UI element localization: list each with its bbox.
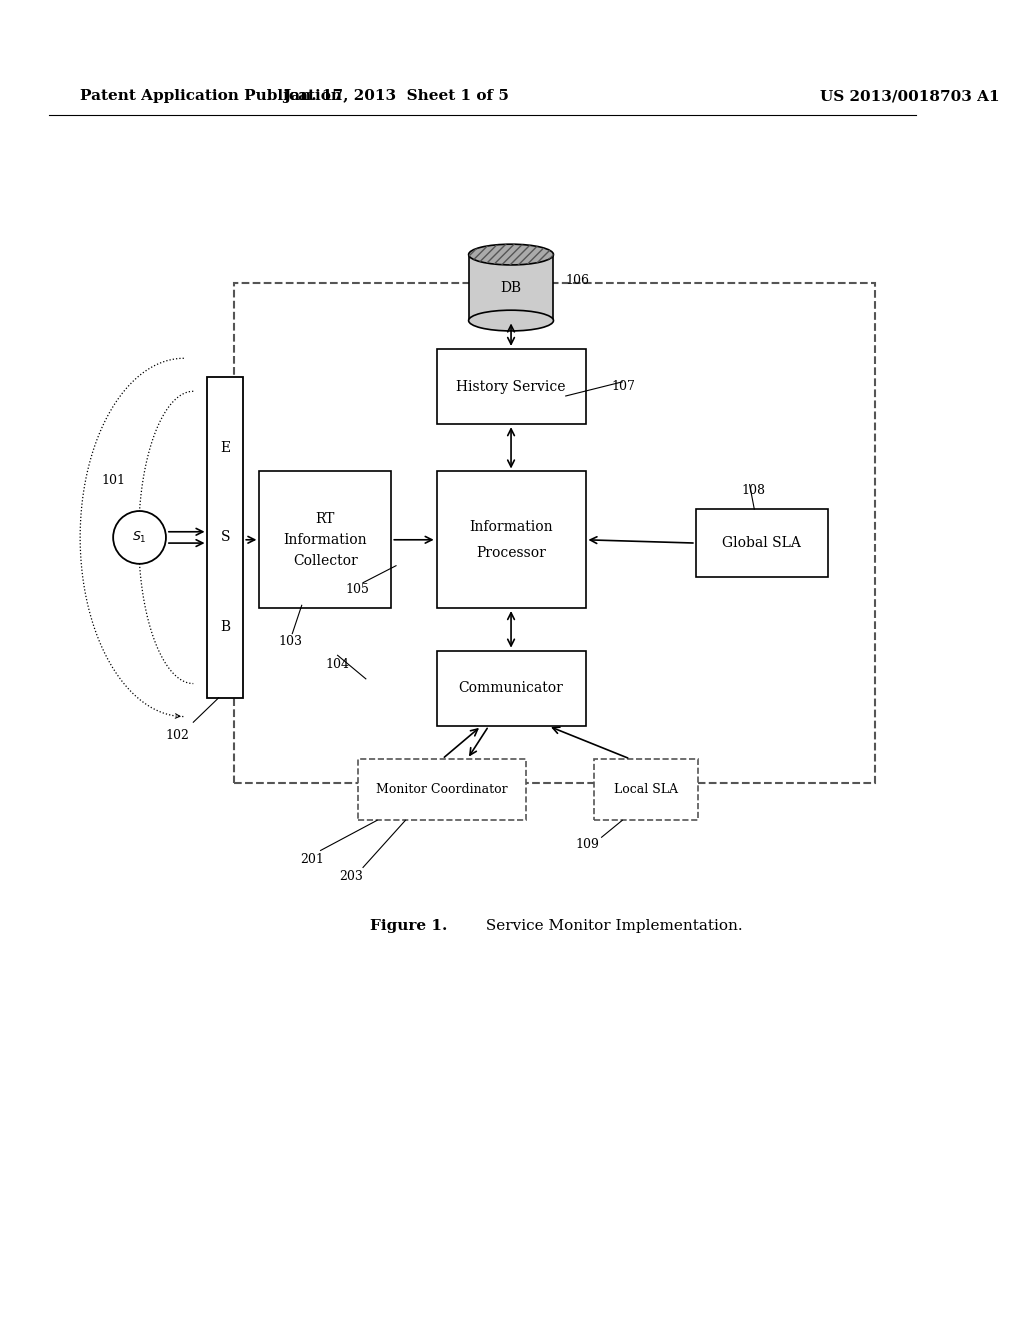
Text: 103: 103	[279, 635, 302, 648]
Text: RT: RT	[315, 512, 335, 527]
Text: Processor: Processor	[476, 546, 546, 560]
Text: Global SLA: Global SLA	[722, 536, 802, 550]
Text: Collector: Collector	[293, 553, 357, 568]
FancyBboxPatch shape	[436, 348, 586, 424]
Text: $S_1$: $S_1$	[132, 529, 146, 545]
Text: Monitor Coordinator: Monitor Coordinator	[377, 783, 508, 796]
Text: 109: 109	[575, 838, 599, 851]
Text: S: S	[220, 531, 230, 544]
FancyBboxPatch shape	[594, 759, 697, 820]
Text: 203: 203	[339, 870, 364, 883]
Text: 107: 107	[611, 380, 635, 393]
Text: 105: 105	[345, 583, 369, 595]
Text: Service Monitor Implementation.: Service Monitor Implementation.	[481, 919, 742, 933]
Ellipse shape	[469, 244, 554, 265]
Text: Patent Application Publication: Patent Application Publication	[80, 90, 342, 103]
Text: B: B	[220, 620, 230, 634]
Text: DB: DB	[501, 281, 521, 294]
Text: E: E	[220, 441, 230, 454]
Text: 102: 102	[165, 729, 189, 742]
Text: Local SLA: Local SLA	[613, 783, 678, 796]
Text: Information: Information	[469, 520, 553, 533]
Text: 108: 108	[741, 484, 765, 496]
Ellipse shape	[469, 310, 554, 331]
Text: Information: Information	[284, 533, 368, 546]
FancyBboxPatch shape	[358, 759, 526, 820]
Text: 201: 201	[300, 854, 324, 866]
Circle shape	[113, 511, 166, 564]
FancyBboxPatch shape	[259, 471, 391, 609]
Text: Communicator: Communicator	[459, 681, 563, 696]
FancyBboxPatch shape	[436, 471, 586, 609]
FancyBboxPatch shape	[436, 651, 586, 726]
Text: 104: 104	[326, 659, 349, 671]
Text: US 2013/0018703 A1: US 2013/0018703 A1	[820, 90, 999, 103]
FancyBboxPatch shape	[208, 378, 244, 698]
Text: History Service: History Service	[457, 380, 566, 393]
Text: 106: 106	[565, 275, 590, 288]
Text: 101: 101	[101, 474, 126, 487]
FancyBboxPatch shape	[469, 255, 554, 321]
FancyBboxPatch shape	[696, 510, 827, 577]
Text: Figure 1.: Figure 1.	[370, 919, 447, 933]
Text: Jan. 17, 2013  Sheet 1 of 5: Jan. 17, 2013 Sheet 1 of 5	[283, 90, 509, 103]
